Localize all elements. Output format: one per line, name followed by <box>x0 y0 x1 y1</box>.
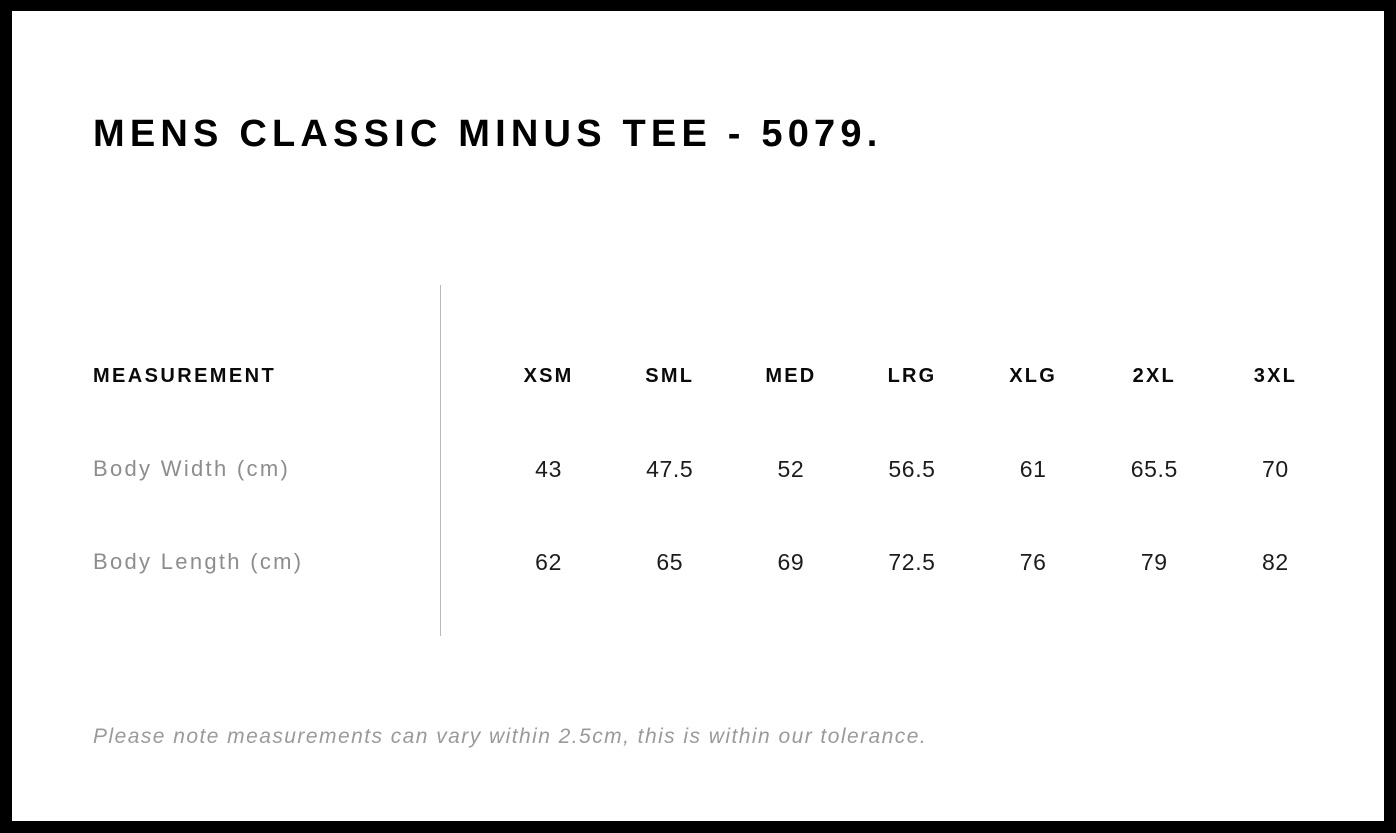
size-chart-table: MEASUREMENT XSM SML MED LRG XLG 2XL 3XL … <box>12 11 1384 821</box>
row-label-body-length: Body Length (cm) <box>93 549 304 574</box>
body-length-xsm: 62 <box>535 549 562 575</box>
tolerance-note: Please note measurements can vary within… <box>93 725 928 748</box>
size-header-xsm: XSM <box>523 365 574 387</box>
size-header-med: MED <box>765 365 817 387</box>
row-label-body-width: Body Width (cm) <box>93 456 291 481</box>
body-width-sml: 47.5 <box>646 456 694 482</box>
body-length-lrg: 72.5 <box>888 549 936 575</box>
size-header-sml: SML <box>645 365 695 387</box>
body-length-med: 69 <box>777 549 805 575</box>
size-header-2xl: 2XL <box>1132 365 1176 387</box>
size-header-xlg: XLG <box>1009 365 1057 387</box>
body-length-xlg: 76 <box>1019 549 1047 575</box>
size-header-3xl: 3XL <box>1253 365 1298 387</box>
body-width-xlg: 61 <box>1019 456 1047 482</box>
body-width-med: 52 <box>777 456 805 482</box>
size-chart-card: MENS CLASSIC MINUS TEE - 5079. MEASUREME… <box>12 11 1384 821</box>
body-length-sml: 65 <box>656 549 684 575</box>
size-header-cells: XSM SML MED LRG XLG 2XL 3XL <box>488 356 1336 396</box>
table-row: Body Length (cm) 62 65 69 72.5 76 79 82 <box>12 542 1384 582</box>
body-width-xsm: 43 <box>535 456 562 482</box>
body-length-cells: 62 65 69 72.5 76 79 82 <box>488 542 1336 582</box>
size-header-lrg: LRG <box>887 365 937 387</box>
body-length-3xl: 82 <box>1262 549 1289 575</box>
table-header-row: MEASUREMENT XSM SML MED LRG XLG 2XL 3XL <box>12 356 1384 396</box>
page-title: MENS CLASSIC MINUS TEE - 5079. <box>93 113 883 155</box>
table-row: Body Width (cm) 43 47.5 52 56.5 61 65.5 … <box>12 449 1384 489</box>
body-width-cells: 43 47.5 52 56.5 61 65.5 70 <box>488 449 1336 489</box>
body-width-2xl: 65.5 <box>1130 456 1178 482</box>
measurement-column-header: MEASUREMENT <box>93 365 277 387</box>
column-divider <box>440 285 441 636</box>
body-length-2xl: 79 <box>1140 549 1168 575</box>
body-width-lrg: 56.5 <box>888 456 936 482</box>
body-width-3xl: 70 <box>1262 456 1289 482</box>
